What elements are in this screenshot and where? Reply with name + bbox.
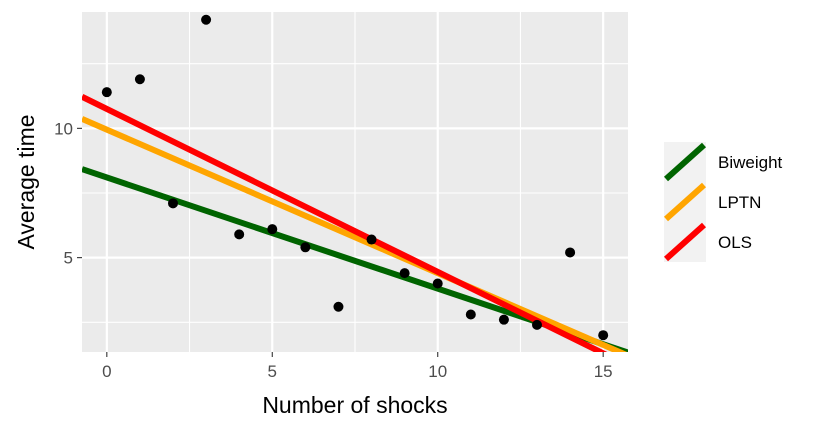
- legend-label-ols: OLS: [718, 233, 752, 252]
- y-tick-label: 5: [64, 249, 73, 268]
- data-point: [432, 278, 443, 289]
- y-axis: 5 10: [54, 119, 82, 268]
- data-point: [465, 309, 476, 320]
- x-axis: 0 5 10 15: [102, 352, 613, 381]
- data-point: [333, 301, 344, 312]
- y-axis-title: Average time: [13, 114, 39, 249]
- y-tick-label: 10: [54, 119, 73, 138]
- legend-label-biweight: Biweight: [718, 153, 783, 172]
- legend-label-lptn: LPTN: [718, 193, 761, 212]
- legend-swatch-biweight: [663, 142, 707, 182]
- x-tick-label: 15: [594, 362, 613, 381]
- data-point: [366, 234, 377, 245]
- x-tick-label: 5: [268, 362, 277, 381]
- data-point: [300, 242, 311, 253]
- data-point: [498, 314, 509, 325]
- x-tick-label: 0: [102, 362, 111, 381]
- data-point: [267, 224, 278, 235]
- line-lptn: [82, 116, 628, 352]
- data-point: [234, 229, 245, 240]
- minor-gridlines: [82, 12, 628, 352]
- data-point: [168, 198, 178, 209]
- x-tick-label: 10: [428, 362, 447, 381]
- data-point: [532, 319, 542, 330]
- data-point: [598, 330, 609, 341]
- data-point: [399, 268, 410, 279]
- legend-swatch-lptn: [663, 182, 707, 222]
- data-point: [201, 14, 212, 25]
- data-point: [565, 247, 576, 258]
- major-gridlines: [82, 12, 628, 352]
- data-points: [101, 14, 609, 341]
- data-point: [134, 74, 145, 85]
- data-point: [101, 87, 112, 98]
- legend: Biweight LPTN OLS: [663, 142, 783, 262]
- x-axis-title: Number of shocks: [262, 392, 447, 418]
- legend-swatch-ols: [663, 222, 707, 262]
